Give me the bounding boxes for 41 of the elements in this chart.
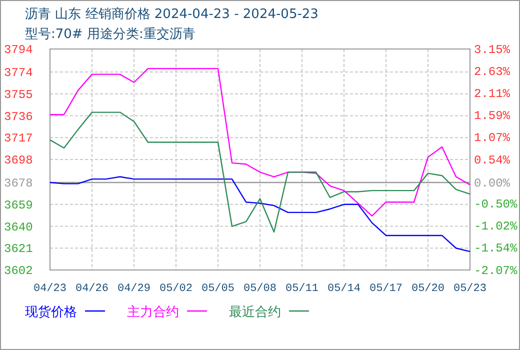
- y-tick-label: 3659: [4, 198, 33, 212]
- y-tick-label: 3774: [4, 66, 33, 80]
- x-tick-label: 05/05: [201, 283, 235, 295]
- line-series: [49, 176, 471, 252]
- y2-tick-label: -1.02%: [474, 220, 518, 234]
- y2-tick-label: 2.63%: [474, 65, 511, 80]
- y-tick-label: 3698: [4, 154, 33, 168]
- y-tick-label: 3736: [4, 110, 33, 124]
- y2-tick-label: -0.50%: [474, 198, 518, 212]
- chart-title: 沥青 山东 经销商价格 2024-04-23 - 2024-05-23: [25, 7, 318, 22]
- line-series: [49, 68, 471, 216]
- y2-tick-label: 3.15%: [474, 43, 511, 57]
- x-tick-label: 05/23: [453, 283, 487, 295]
- legend-label: 最近合约: [229, 305, 281, 320]
- y2-tick-label: 0.54%: [474, 154, 511, 168]
- x-tick-label: 05/14: [327, 283, 361, 295]
- y-tick-label: 3755: [4, 88, 33, 102]
- y2-tick-label: 1.07%: [474, 131, 511, 146]
- x-tick-label: 05/11: [285, 283, 319, 295]
- x-tick-label: 05/02: [159, 283, 193, 295]
- x-tick-label: 04/29: [117, 283, 151, 295]
- y-tick-label: 3602: [4, 264, 33, 278]
- legend-label: 现货价格: [25, 305, 77, 320]
- y2-tick-label: 0.00%: [474, 176, 511, 190]
- x-tick-label: 04/23: [33, 283, 67, 295]
- x-tick-label: 05/20: [411, 283, 445, 295]
- y2-tick-label: -1.54%: [474, 242, 518, 256]
- x-tick-label: 05/17: [369, 283, 403, 295]
- y-tick-label: 3640: [4, 220, 33, 234]
- x-tick-label: 05/08: [243, 283, 277, 295]
- chart-subtitle: 型号:70# 用途分类:重交沥青: [25, 26, 196, 42]
- y-tick-label: 3621: [4, 242, 33, 256]
- x-tick-label: 04/26: [75, 283, 109, 295]
- legend-label: 主力合约: [127, 304, 179, 320]
- y2-tick-label: 2.11%: [474, 87, 511, 102]
- y-tick-label: 3794: [4, 43, 33, 57]
- line-series: [49, 112, 471, 233]
- y-tick-label: 3678: [4, 176, 33, 191]
- y2-tick-label: 1.59%: [474, 109, 511, 124]
- y2-tick-label: -2.07%: [474, 264, 518, 278]
- y-tick-label: 3717: [4, 132, 33, 146]
